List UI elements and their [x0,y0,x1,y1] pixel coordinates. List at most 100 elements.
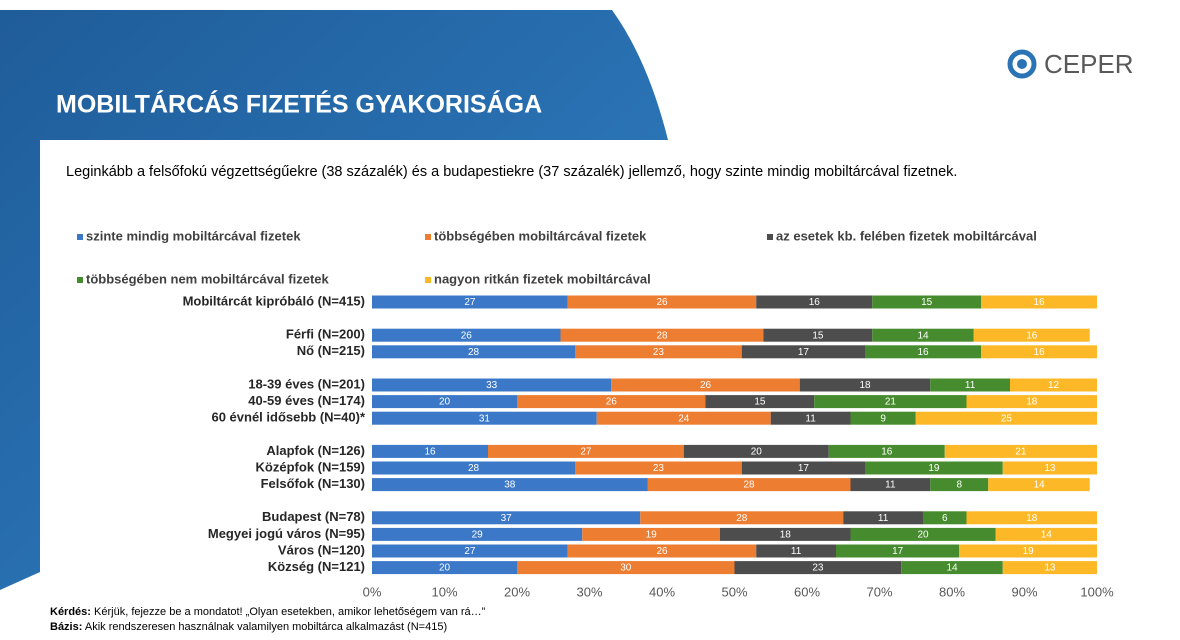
bar-segment [756,295,873,309]
category-label: Alapfok (N=126) [266,443,365,458]
value-label: 28 [468,463,480,474]
description: Leginkább a felsőfokú végzettségűekre (3… [66,164,957,180]
bar-segment [488,444,684,458]
bar-segment [872,328,974,342]
bar-segment [372,527,583,541]
value-label: 16 [424,447,436,458]
bar-segment [596,411,771,425]
value-label: 19 [928,463,940,474]
bar-segment [372,444,488,458]
x-tick-label: 50% [721,584,747,599]
x-tick-label: 70% [866,584,892,599]
value-label: 21 [1015,447,1027,458]
category-label: Felsőfok (N=130) [261,476,365,491]
bar-segment [741,461,865,475]
bar-segment [575,461,742,475]
legend-swatch [77,234,83,240]
value-label: 26 [606,397,618,408]
value-label: 11 [878,513,889,524]
value-label: 23 [653,463,665,474]
value-label: 18 [1026,397,1038,408]
value-label: 16 [1033,347,1045,358]
value-label: 31 [479,413,491,424]
category-label: Középfok (N=159) [256,459,365,474]
legend-label: szinte mindig mobiltárcával fizetek [86,228,301,243]
bar-segment [372,295,568,309]
value-label: 11 [791,546,802,557]
footnote-base: Bázis: Akik rendszeresen használnak vala… [50,621,447,633]
bar-segment [560,328,764,342]
value-label: 15 [754,397,766,408]
value-label: 11 [965,380,976,391]
value-label: 27 [580,447,592,458]
category-label: Budapest (N=78) [262,509,365,524]
bar-segment [828,444,945,458]
value-label: 20 [751,447,763,458]
value-label: 23 [812,563,824,574]
value-label: 25 [1001,413,1013,424]
value-label: 30 [620,563,632,574]
x-tick-label: 10% [431,584,457,599]
bar-segment [741,345,865,359]
bar-segment [640,511,844,525]
bar-segment [1010,378,1097,392]
value-label: 28 [656,330,668,341]
bar-segment [372,411,597,425]
logo-text: CEPER [1044,49,1134,79]
x-tick-label: 60% [794,584,820,599]
bar-segment [372,395,517,409]
bar-segment [372,478,648,492]
category-label: Község (N=121) [268,559,365,574]
value-label: 24 [678,413,690,424]
value-label: 29 [472,530,484,541]
bar-segment [995,527,1097,541]
footnote-question: Kérdés: Kérjük, fejezze be a mondatot! „… [50,606,486,618]
bar-segment [865,461,1003,475]
value-label: 13 [1044,563,1056,574]
bar-segment [930,478,989,492]
bar-segment [872,295,981,309]
value-label: 37 [501,513,513,524]
value-label: 27 [464,297,476,308]
bar-segment [705,395,815,409]
value-label: 28 [736,513,748,524]
category-label: 18-39 éves (N=201) [248,376,365,391]
value-label: 26 [656,297,668,308]
value-label: 17 [798,347,810,358]
x-tick-label: 100% [1080,584,1114,599]
bar-segment [647,478,851,492]
value-label: 11 [805,413,816,424]
bar-segment [575,345,742,359]
x-tick-label: 80% [939,584,965,599]
bar-segment [814,395,967,409]
value-label: 17 [798,463,810,474]
logo-dot [1017,59,1027,69]
category-label: Megyei jogú város (N=95) [208,526,365,541]
value-label: 14 [1041,530,1053,541]
bar-segment [901,561,1003,575]
bar-segment [799,378,931,392]
bar-segment [720,527,851,541]
value-label: 18 [1026,513,1038,524]
bar-segment [611,378,800,392]
value-label: 28 [468,347,480,358]
value-label: 8 [956,480,962,491]
header-band [0,10,668,590]
bar-segment [683,444,829,458]
value-label: 18 [780,530,792,541]
value-label: 23 [653,347,665,358]
value-label: 16 [1026,330,1038,341]
value-label: 15 [812,330,824,341]
slide-title: MOBILTÁRCÁS FIZETÉS GYAKORISÁGA [56,90,542,119]
value-label: 16 [917,347,929,358]
value-label: 19 [1023,546,1035,557]
bar-segment [843,511,923,525]
bar-segment [763,328,873,342]
category-label: Nő (N=215) [297,343,365,358]
value-label: 14 [946,563,958,574]
value-label: 18 [859,380,871,391]
legend-swatch [767,234,773,240]
x-tick-label: 40% [649,584,675,599]
bar-segment [756,544,836,558]
